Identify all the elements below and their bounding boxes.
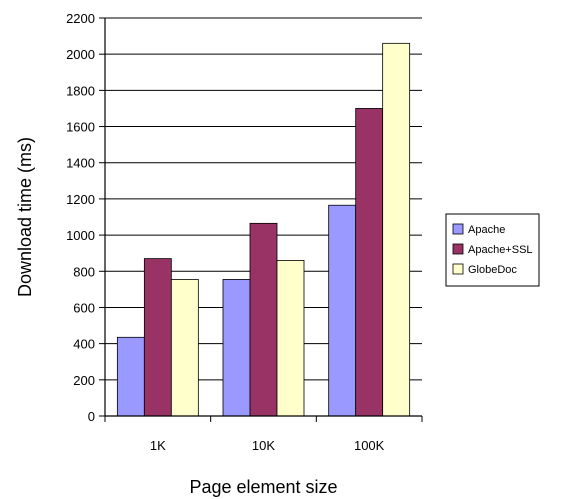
bar-apache-ssl-100k (355, 108, 384, 417)
legend-label: Apache (468, 224, 505, 236)
bar-globedoc-100k (382, 42, 411, 417)
legend: Apache Apache+SSL GlobeDoc (445, 213, 540, 287)
y-tick-label: 1600 (66, 120, 95, 135)
bar-apache-ssl-1k (143, 258, 172, 417)
legend-swatch (452, 263, 464, 275)
bar-apache-10k (222, 279, 251, 417)
legend-swatch (452, 223, 464, 235)
axes (99, 17, 423, 422)
x-tick-label: 1K (150, 438, 166, 453)
y-tick-label: 800 (73, 264, 95, 279)
bar-apache-100k (328, 204, 357, 417)
y-tick-label: 2000 (66, 47, 95, 62)
bar-globedoc-1k (170, 279, 199, 417)
bar-apache-ssl-10k (249, 222, 278, 417)
x-axis-title: Page element size (189, 477, 337, 497)
tick-labels: 0 200 400 600 800 1000 1200 1400 1600 1800 2000 220… (66, 11, 385, 453)
y-tick-label: 600 (73, 300, 95, 315)
y-tick-label: 0 (88, 409, 95, 424)
y-tick-label: 200 (73, 373, 95, 388)
bars (116, 42, 411, 417)
bar-apache-1k (116, 336, 145, 417)
y-tick-label: 1800 (66, 83, 95, 98)
x-tick-label: 10K (252, 438, 275, 453)
y-tick-label: 1400 (66, 156, 95, 171)
legend-swatch (452, 243, 464, 255)
legend-label: GlobeDoc (468, 264, 517, 276)
y-tick-label: 2200 (66, 11, 95, 26)
y-tick-label: 1200 (66, 192, 95, 207)
y-tick-label: 1000 (66, 228, 95, 243)
y-axis-title: Download time (ms) (15, 137, 35, 297)
legend-label: Apache+SSL (468, 244, 533, 256)
bar-globedoc-10k (276, 260, 305, 417)
y-tick-label: 400 (73, 337, 95, 352)
x-tick-label: 100K (354, 438, 385, 453)
